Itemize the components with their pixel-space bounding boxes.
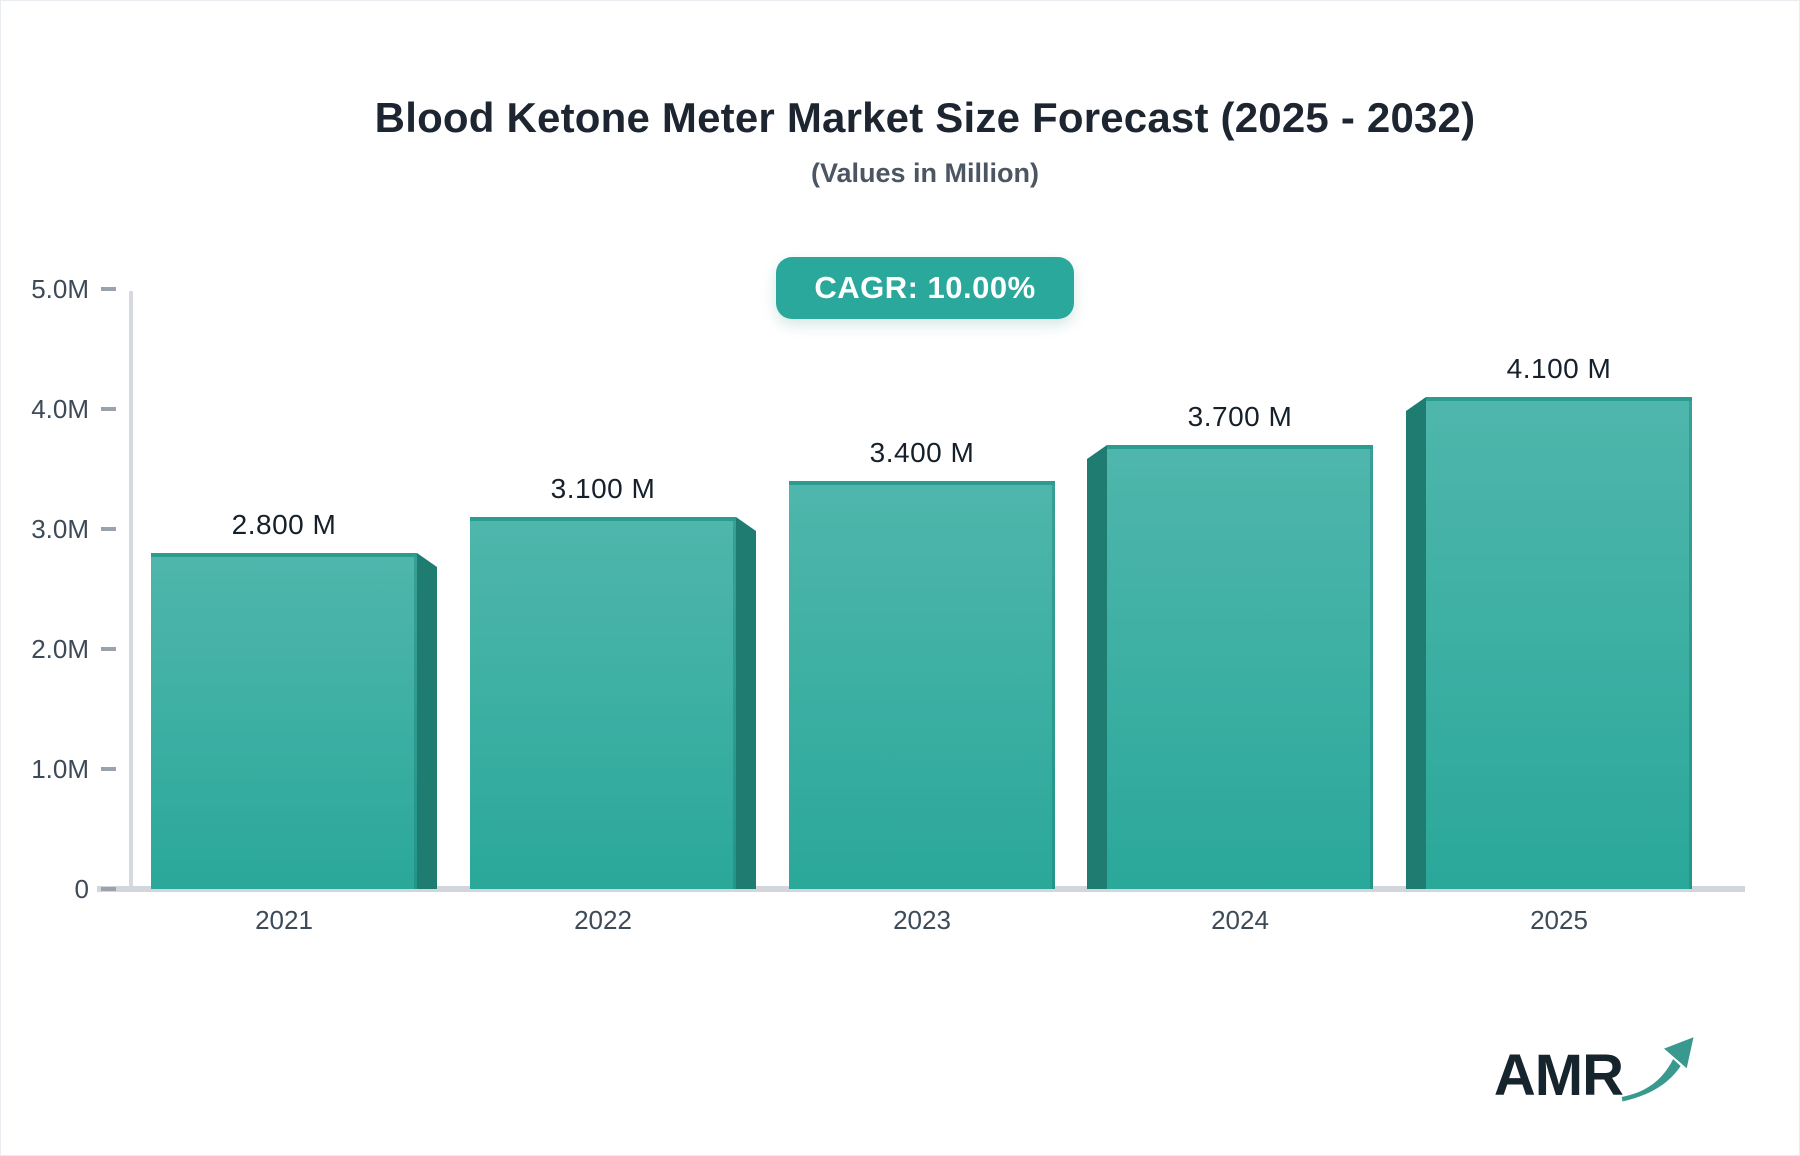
x-axis-category-label: 2025 — [1530, 905, 1588, 935]
y-axis-tick-label: 5.0M — [31, 274, 89, 304]
bar-2023 — [789, 481, 1055, 889]
bar-value-label: 4.100 M — [1506, 353, 1612, 384]
bar-2022 — [470, 517, 736, 889]
bar-value-label: 3.400 M — [869, 437, 975, 468]
bar-value-label: 3.700 M — [1187, 401, 1293, 432]
y-axis-tick-label: 2.0M — [31, 634, 89, 664]
bar-value-label: 3.100 M — [550, 473, 656, 504]
bar-3d-side-2025 — [1406, 397, 1426, 889]
y-axis-tick — [101, 527, 116, 531]
x-axis-category-label: 2024 — [1211, 905, 1269, 935]
y-axis-tick — [101, 767, 116, 771]
growth-arrow-icon — [1621, 1037, 1694, 1102]
chart-title: Blood Ketone Meter Market Size Forecast … — [374, 94, 1476, 141]
x-axis-line — [97, 886, 1745, 892]
bar-3d-side-2021 — [417, 553, 437, 889]
amr-logo: AMR — [1494, 1035, 1699, 1105]
bar-2021 — [151, 553, 417, 889]
bar-2025 — [1426, 397, 1692, 889]
x-axis-category-label: 2023 — [893, 905, 951, 935]
y-axis-tick — [101, 647, 116, 651]
y-axis-tick-label: 0 — [74, 874, 89, 904]
bar-3d-side-2022 — [736, 517, 756, 889]
x-axis-category-label: 2022 — [574, 905, 632, 935]
y-axis-tick — [101, 407, 116, 411]
bar-3d-side-2024 — [1087, 445, 1107, 889]
bar-2024 — [1107, 445, 1373, 889]
cagr-badge-row: CAGR: 10.00% — [51, 257, 1799, 319]
chart-header: Blood Ketone Meter Market Size Forecast … — [51, 94, 1799, 189]
amr-logo-text: AMR — [1493, 1043, 1624, 1108]
y-axis-tick-label: 4.0M — [31, 394, 89, 424]
y-axis-tick-label: 3.0M — [31, 514, 89, 544]
y-axis-tick — [101, 287, 116, 291]
bar-value-label: 2.800 M — [231, 509, 337, 540]
y-axis-tick-label: 1.0M — [31, 754, 89, 784]
y-axis-line — [129, 291, 133, 889]
x-axis-category-label: 2021 — [255, 905, 313, 935]
chart-subtitle: (Values in Million) — [810, 158, 1040, 189]
cagr-badge: CAGR: 10.00% — [776, 257, 1074, 319]
y-axis-tick — [101, 887, 116, 891]
